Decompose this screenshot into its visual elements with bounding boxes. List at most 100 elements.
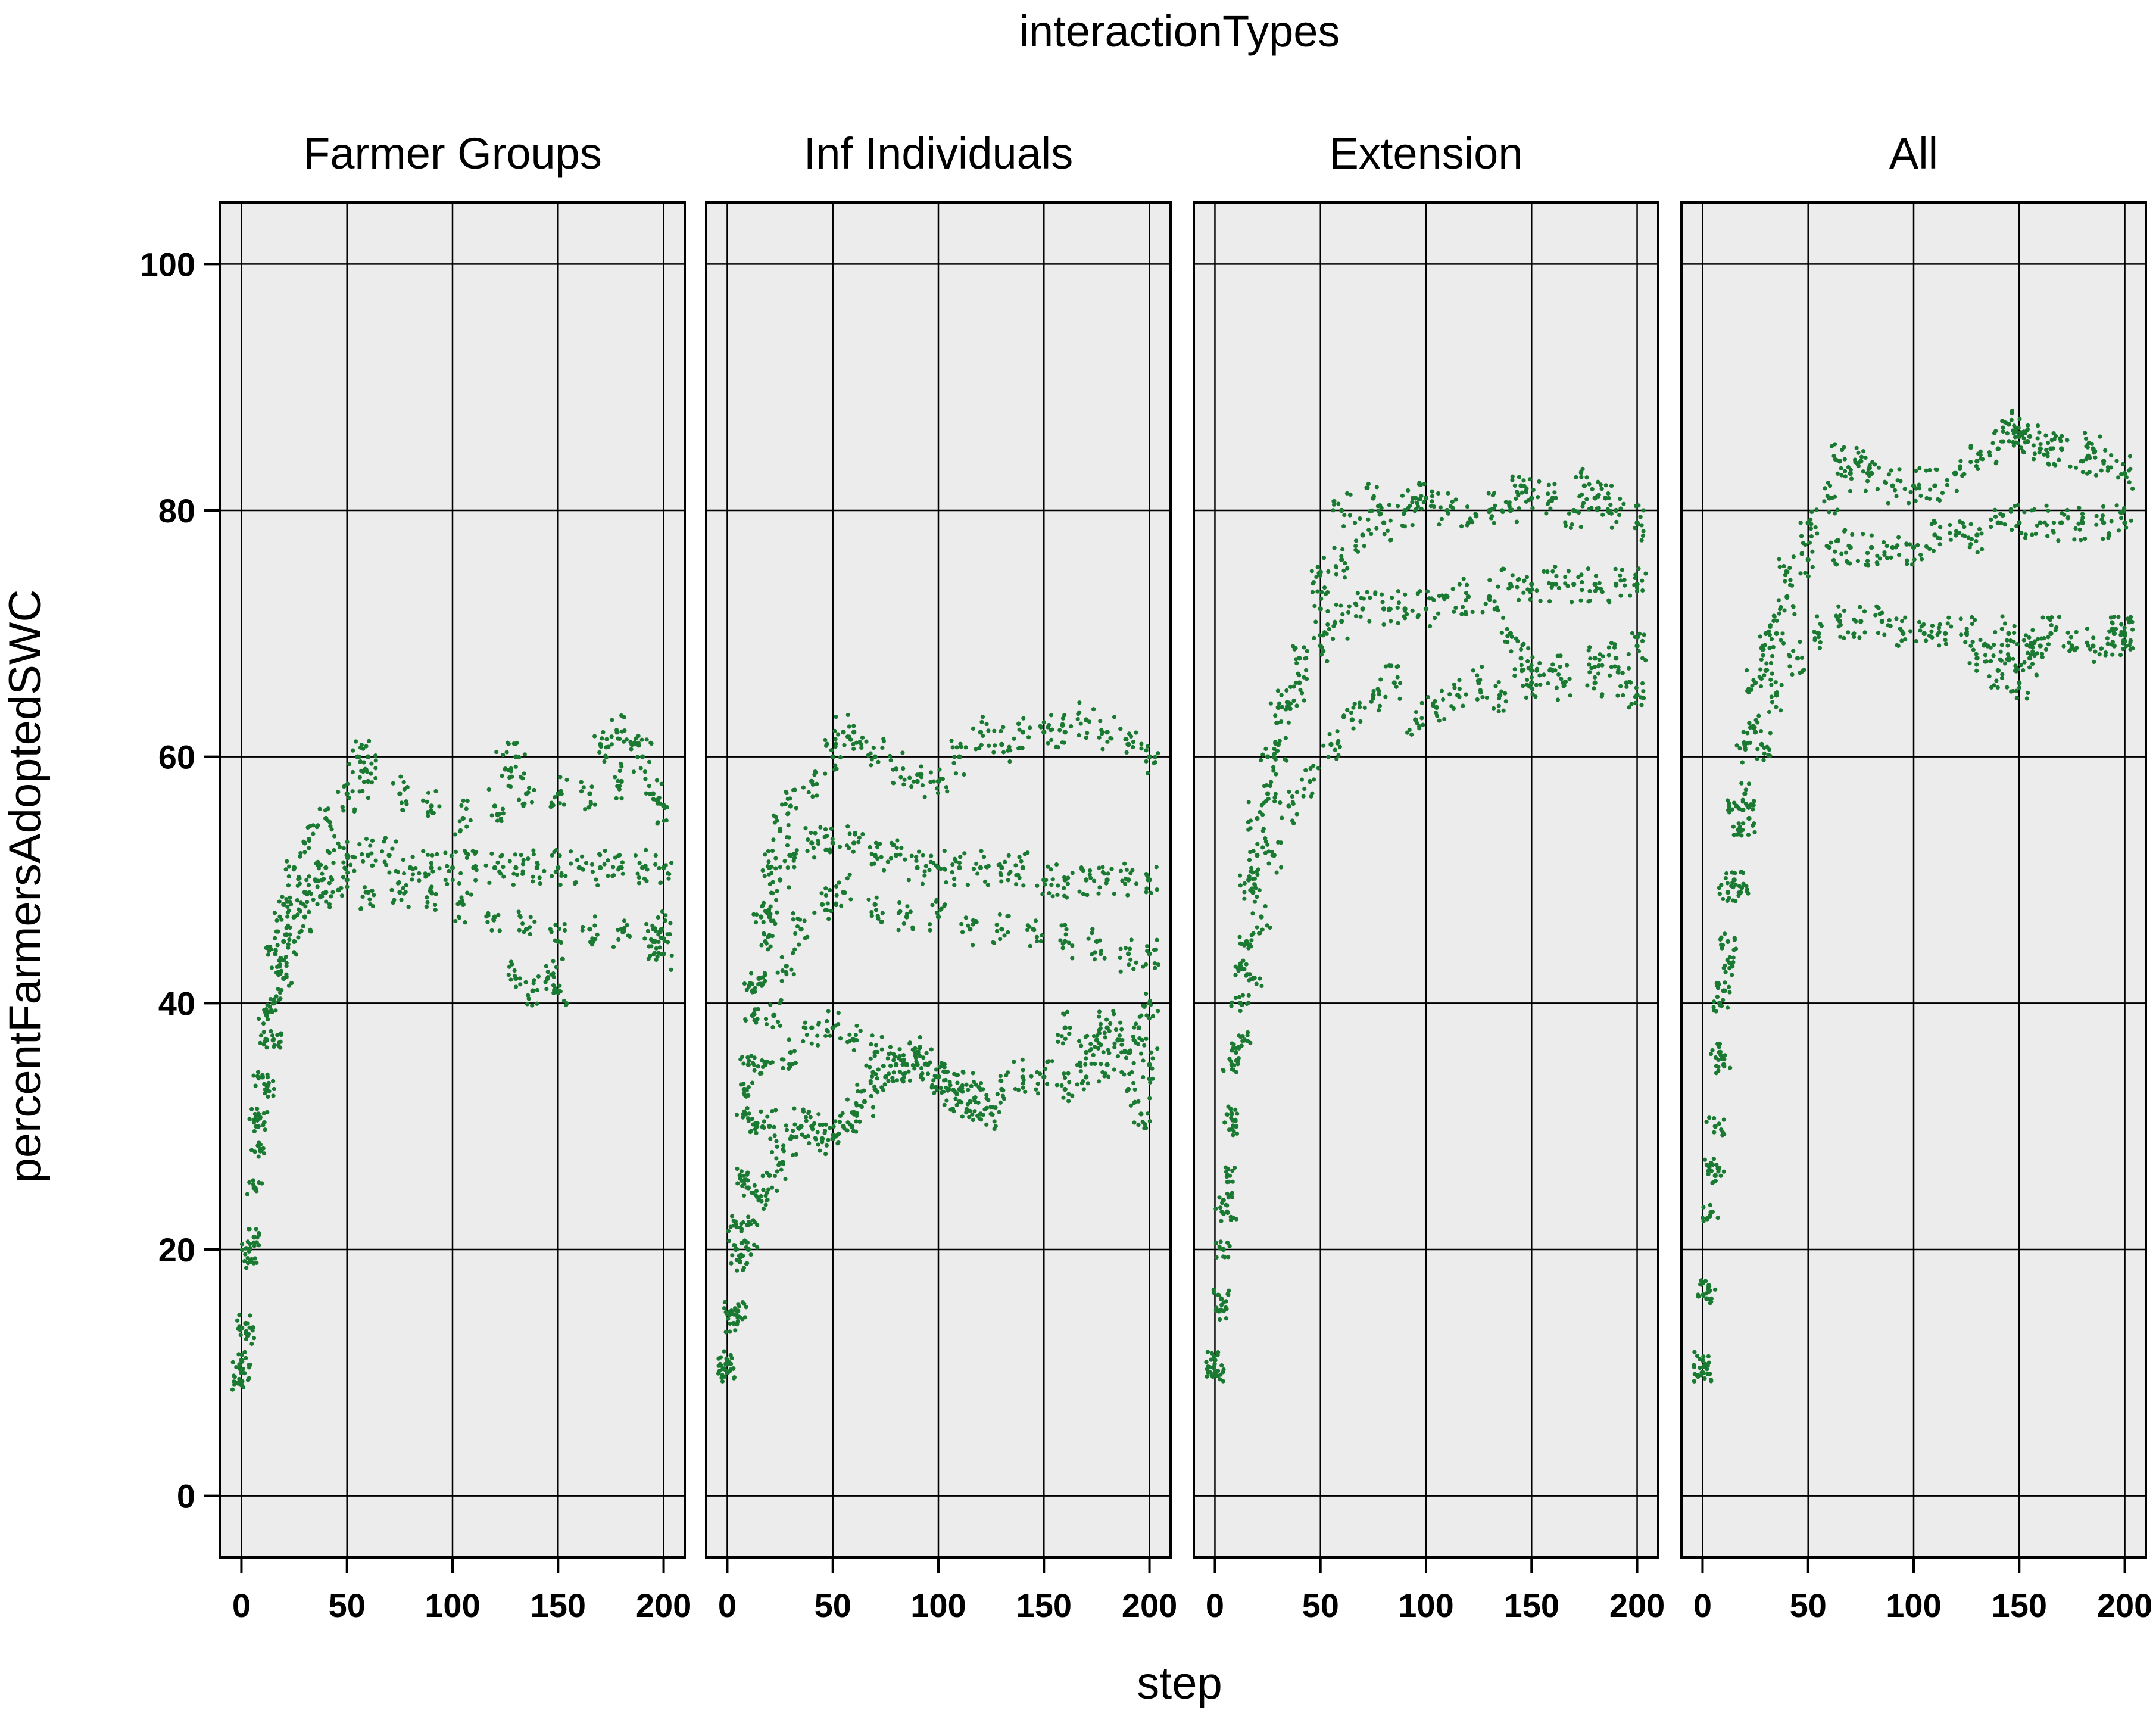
data-point <box>1917 466 1922 470</box>
data-point <box>256 1070 261 1074</box>
data-point <box>845 712 850 718</box>
data-point <box>978 865 984 871</box>
data-point <box>2014 524 2019 529</box>
data-point <box>2046 508 2051 513</box>
data-point <box>1410 500 1415 504</box>
data-point <box>1496 584 1500 589</box>
data-point <box>1876 465 1882 470</box>
data-point <box>992 1119 997 1124</box>
data-point <box>437 866 442 871</box>
data-point <box>768 944 773 949</box>
data-point <box>281 939 286 945</box>
data-point <box>344 791 350 796</box>
data-point <box>1907 542 1912 547</box>
data-point <box>1802 668 1806 672</box>
data-point <box>317 806 322 811</box>
data-point <box>1792 612 1797 616</box>
data-point <box>631 769 636 774</box>
data-point <box>458 828 463 833</box>
data-point <box>1322 585 1327 590</box>
data-point <box>474 867 479 873</box>
data-point <box>1915 543 1920 547</box>
data-point <box>1918 628 1923 633</box>
data-point <box>784 835 790 840</box>
data-point <box>2101 504 2106 509</box>
data-point <box>944 1098 949 1103</box>
data-point <box>1087 873 1092 877</box>
data-point <box>2001 425 2005 430</box>
data-point <box>1457 678 1462 683</box>
data-point <box>1905 558 1909 563</box>
data-point <box>504 750 509 755</box>
data-point <box>1297 680 1302 685</box>
data-point <box>1450 587 1455 591</box>
data-point <box>1777 565 1782 569</box>
data-point <box>1770 653 1775 659</box>
data-point <box>1798 521 1803 525</box>
data-point <box>286 864 292 869</box>
data-point <box>735 1181 740 1186</box>
data-point <box>1609 525 1614 530</box>
data-point <box>1209 1351 1215 1356</box>
data-point <box>754 1130 759 1135</box>
data-point <box>1995 446 2001 451</box>
data-point <box>256 1016 261 1021</box>
data-point <box>453 832 458 837</box>
data-point <box>1002 933 1007 938</box>
data-point <box>485 920 490 924</box>
data-point <box>1563 520 1568 525</box>
data-point <box>1294 812 1299 817</box>
data-point <box>365 754 371 759</box>
data-point <box>1104 1025 1110 1030</box>
data-point <box>1139 1051 1144 1056</box>
data-point <box>753 1127 757 1132</box>
data-point <box>859 1089 864 1094</box>
data-point <box>1531 488 1536 493</box>
data-point <box>246 1332 251 1336</box>
data-point <box>834 901 838 906</box>
data-point <box>875 1076 879 1081</box>
data-point <box>619 761 623 766</box>
data-point <box>1353 547 1358 553</box>
data-point <box>247 1249 251 1254</box>
data-point <box>1730 807 1734 812</box>
data-point <box>773 815 778 820</box>
data-point <box>942 1102 947 1107</box>
data-point <box>358 745 363 750</box>
data-point <box>593 936 598 942</box>
data-point <box>930 902 935 908</box>
data-point <box>1633 700 1638 705</box>
data-point <box>1150 1056 1155 1061</box>
data-point <box>535 1001 539 1006</box>
data-point <box>1325 622 1330 627</box>
data-point <box>741 1061 746 1066</box>
data-point <box>1974 668 1979 673</box>
data-point <box>729 1261 734 1266</box>
data-point <box>1050 894 1055 899</box>
data-point <box>1006 748 1010 753</box>
data-point <box>1701 1354 1706 1359</box>
data-point <box>869 909 874 915</box>
data-point <box>1697 1357 1702 1361</box>
data-point <box>894 1078 899 1083</box>
data-point <box>2065 630 2070 635</box>
data-point <box>1571 581 1577 587</box>
data-point <box>950 862 955 867</box>
data-point <box>339 893 345 898</box>
data-point <box>1727 961 1732 965</box>
data-point <box>769 890 774 895</box>
data-point <box>1144 962 1149 967</box>
data-point <box>361 760 366 765</box>
data-point <box>1457 694 1462 699</box>
data-point <box>1640 578 1645 583</box>
data-point <box>2119 472 2124 477</box>
data-point <box>1510 478 1515 482</box>
data-point <box>829 826 834 831</box>
data-point <box>1839 447 1845 453</box>
data-point <box>1327 627 1331 632</box>
data-point <box>1607 673 1612 678</box>
data-point <box>1852 617 1857 622</box>
data-point <box>457 915 462 920</box>
data-point <box>324 899 329 904</box>
